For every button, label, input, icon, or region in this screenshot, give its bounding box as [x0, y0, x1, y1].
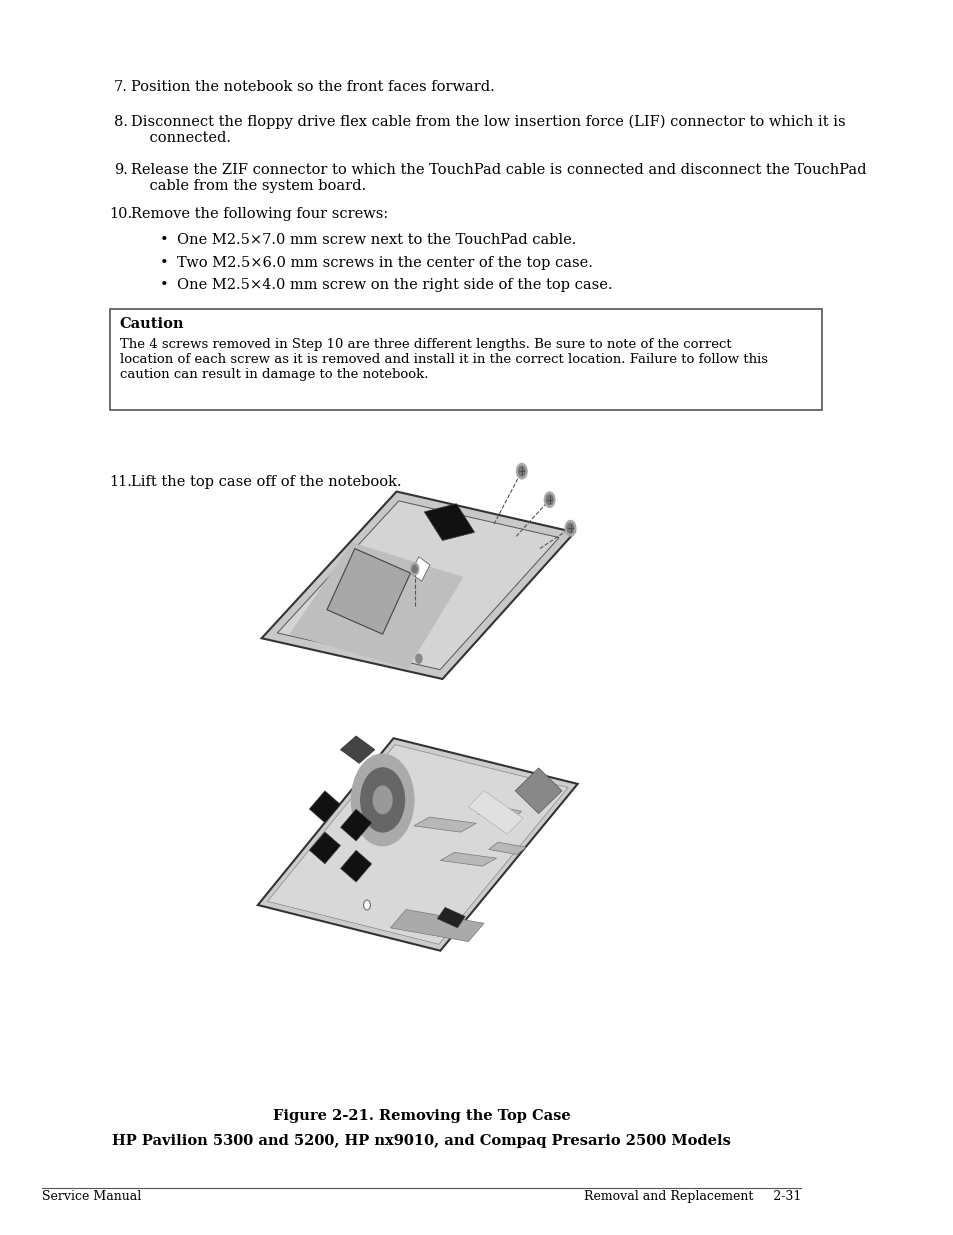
Polygon shape: [477, 804, 521, 821]
Text: Removal and Replacement     2-31: Removal and Replacement 2-31: [583, 1189, 801, 1203]
Circle shape: [416, 655, 421, 663]
Polygon shape: [267, 745, 567, 945]
Polygon shape: [515, 768, 561, 814]
Polygon shape: [340, 736, 375, 763]
Text: Release the ZIF connector to which the TouchPad cable is connected and disconnec: Release the ZIF connector to which the T…: [131, 163, 865, 193]
Circle shape: [412, 566, 416, 573]
Text: •: •: [160, 256, 169, 269]
FancyBboxPatch shape: [110, 309, 821, 410]
Text: The 4 screws removed in Step 10 are three different lengths. Be sure to note of : The 4 screws removed in Step 10 are thre…: [120, 338, 767, 382]
Text: Disconnect the floppy drive flex cable from the low insertion force (LIF) connec: Disconnect the floppy drive flex cable f…: [131, 115, 844, 146]
Polygon shape: [390, 909, 483, 941]
Text: HP Pavilion 5300 and 5200, HP nx9010, and Compaq Presario 2500 Models: HP Pavilion 5300 and 5200, HP nx9010, an…: [112, 1134, 730, 1147]
Polygon shape: [257, 739, 577, 951]
Text: 10.: 10.: [110, 207, 132, 221]
Text: Figure 2-21. Removing the Top Case: Figure 2-21. Removing the Top Case: [273, 1109, 570, 1123]
Polygon shape: [424, 504, 474, 541]
Text: One M2.5×7.0 mm screw next to the TouchPad cable.: One M2.5×7.0 mm screw next to the TouchP…: [177, 233, 576, 247]
Text: Remove the following four screws:: Remove the following four screws:: [131, 207, 388, 221]
Circle shape: [360, 768, 404, 832]
Text: 8.: 8.: [113, 115, 128, 128]
Polygon shape: [309, 832, 340, 864]
Polygon shape: [414, 818, 476, 832]
Polygon shape: [327, 548, 410, 635]
Circle shape: [351, 755, 414, 846]
Text: 7.: 7.: [113, 80, 128, 94]
Polygon shape: [261, 492, 574, 679]
Text: One M2.5×4.0 mm screw on the right side of the top case.: One M2.5×4.0 mm screw on the right side …: [177, 278, 612, 291]
Circle shape: [567, 524, 574, 534]
Polygon shape: [340, 850, 372, 882]
Circle shape: [546, 495, 553, 505]
Polygon shape: [309, 790, 340, 823]
Text: •: •: [160, 278, 169, 291]
Text: Caution: Caution: [120, 317, 184, 331]
Polygon shape: [340, 809, 372, 841]
Text: 9.: 9.: [113, 163, 128, 177]
Polygon shape: [410, 557, 430, 582]
Polygon shape: [440, 852, 496, 866]
Circle shape: [373, 787, 392, 814]
Circle shape: [363, 900, 370, 910]
Circle shape: [410, 563, 418, 576]
Text: Position the notebook so the front faces forward.: Position the notebook so the front faces…: [131, 80, 494, 94]
Text: Service Manual: Service Manual: [42, 1189, 141, 1203]
Text: Lift the top case off of the notebook.: Lift the top case off of the notebook.: [131, 475, 401, 489]
Polygon shape: [468, 790, 522, 834]
Polygon shape: [488, 842, 526, 855]
Circle shape: [544, 492, 555, 508]
Circle shape: [564, 520, 576, 536]
Polygon shape: [277, 501, 558, 669]
Text: •: •: [160, 233, 169, 247]
Circle shape: [517, 467, 524, 475]
Polygon shape: [289, 542, 463, 669]
Circle shape: [516, 463, 527, 479]
Text: 11.: 11.: [110, 475, 132, 489]
Text: Two M2.5×6.0 mm screws in the center of the top case.: Two M2.5×6.0 mm screws in the center of …: [177, 256, 593, 269]
Polygon shape: [436, 908, 465, 927]
